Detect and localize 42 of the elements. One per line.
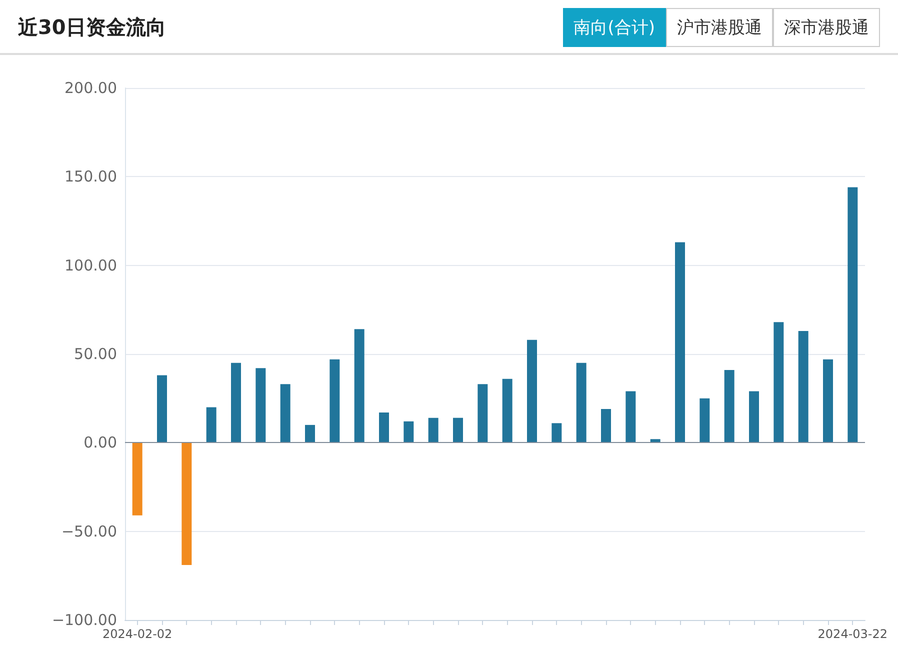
chart-title: 近30日资金流向 <box>18 14 166 41</box>
bar <box>478 384 488 443</box>
bar <box>749 391 759 443</box>
bar <box>700 398 710 443</box>
text: 深市港股通 <box>773 8 880 47</box>
text: 沪市港股通 <box>666 8 773 47</box>
bar <box>379 412 389 443</box>
bar <box>626 391 636 443</box>
y-tick-label: −100.00 <box>52 611 117 629</box>
bar <box>798 330 808 443</box>
x-tick-label: 2024-02-02 <box>102 627 172 641</box>
bar <box>280 384 290 443</box>
bar <box>552 423 562 443</box>
bar <box>206 407 216 443</box>
bar <box>724 370 734 443</box>
x-tick-label: 2024-03-22 <box>818 627 888 641</box>
bar <box>182 442 192 566</box>
y-tick-label: 50.00 <box>74 345 117 363</box>
bar <box>823 359 833 443</box>
bar <box>527 340 537 443</box>
bar <box>305 424 315 443</box>
y-tick-label: −50.00 <box>61 522 117 540</box>
y-tick-label: 200.00 <box>64 79 117 97</box>
bar <box>502 378 512 443</box>
bar <box>354 329 364 443</box>
bar <box>256 368 266 443</box>
bar <box>675 242 685 443</box>
bar <box>576 362 586 443</box>
y-tick-label: 0.00 <box>84 434 117 452</box>
bar <box>453 418 463 443</box>
bar <box>774 322 784 443</box>
bar <box>428 418 438 443</box>
bar <box>157 375 167 443</box>
bar <box>330 359 340 443</box>
y-tick-label: 100.00 <box>64 256 117 274</box>
bar <box>132 442 142 516</box>
bar <box>601 408 611 443</box>
bar <box>231 362 241 443</box>
bar <box>848 187 858 443</box>
text: 南向(合计) <box>562 8 666 47</box>
y-tick-label: 150.00 <box>64 168 117 186</box>
bar <box>404 421 414 443</box>
